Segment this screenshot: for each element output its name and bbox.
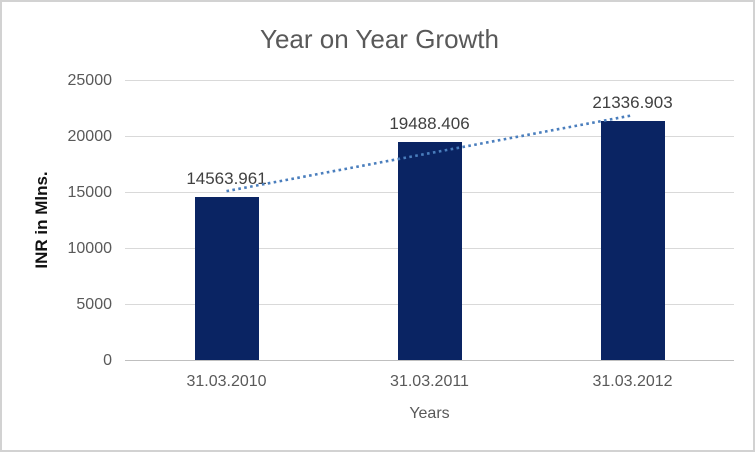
y-tick-label: 0 [103, 351, 112, 369]
x-tick-label: 31.03.2011 [390, 373, 469, 390]
x-tick-label: 31.03.2012 [592, 373, 673, 390]
data-label: 21336.903 [592, 93, 673, 113]
x-tick-label: 31.03.2010 [186, 373, 267, 390]
x-axis-line [125, 360, 734, 361]
y-tick-label: 15000 [67, 183, 113, 201]
bar-31.03.2010 [194, 196, 259, 360]
data-label: 19488.406 [389, 113, 470, 133]
gridline [125, 80, 734, 81]
y-tick-label: 5000 [76, 295, 112, 313]
y-tick-label: 20000 [67, 127, 113, 145]
x-axis-title: Years [409, 405, 450, 422]
bar-31.03.2012 [600, 121, 665, 360]
y-tick-label: 10000 [67, 239, 113, 257]
chart-title: Year on Year Growth [260, 24, 499, 54]
y-tick-label: 25000 [67, 71, 113, 89]
data-label: 14563.961 [186, 168, 267, 188]
bar-31.03.2011 [397, 141, 462, 360]
